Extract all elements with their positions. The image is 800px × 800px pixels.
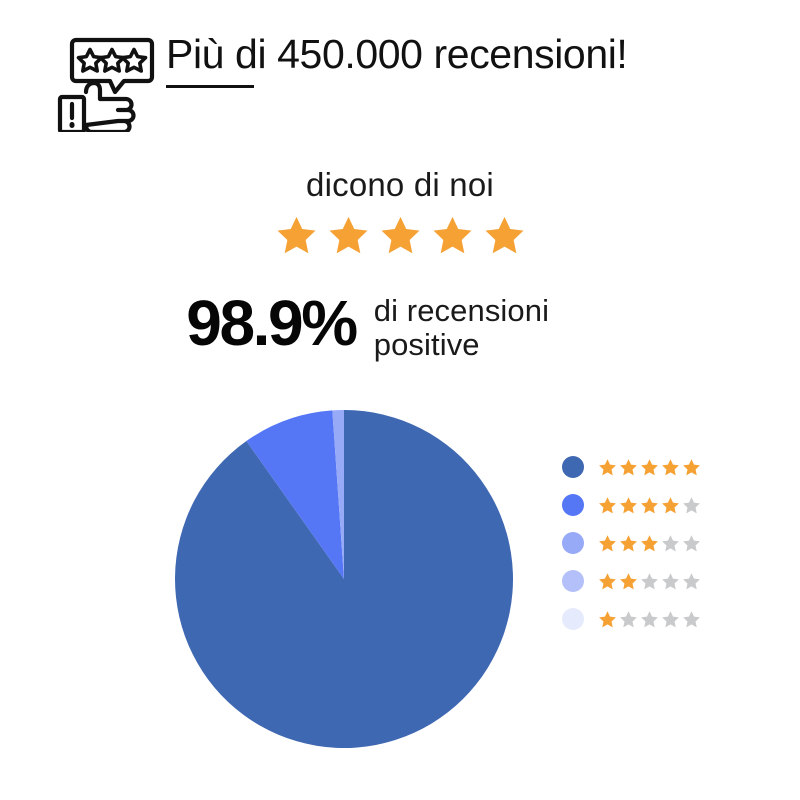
- star-filled-icon: [599, 534, 616, 551]
- stat-label: di recensioni positive: [373, 293, 550, 362]
- star-empty-icon: [641, 610, 658, 627]
- legend-rating-stars: [598, 496, 701, 515]
- legend-row[interactable]: [562, 562, 742, 600]
- star-filled-icon: [662, 458, 679, 475]
- legend-row[interactable]: [562, 524, 742, 562]
- pie-chart-legend: [562, 448, 742, 638]
- star-filled-icon: [620, 572, 637, 589]
- header: Più di 450.000 recensioni!: [0, 0, 800, 150]
- legend-color-dot: [562, 494, 584, 516]
- legend-row[interactable]: [562, 448, 742, 486]
- star-empty-icon: [662, 610, 679, 627]
- star-filled-icon: [433, 216, 471, 254]
- hero-rating-stars: [0, 214, 800, 257]
- page-title: Più di 450.000 recensioni!: [166, 31, 628, 77]
- star-filled-icon: [620, 458, 637, 475]
- rating-distribution-pie-chart: [175, 410, 513, 748]
- star-empty-icon: [662, 572, 679, 589]
- star-filled-icon: [641, 534, 658, 551]
- star-filled-icon: [599, 458, 616, 475]
- legend-row[interactable]: [562, 600, 742, 638]
- pie-slice: [246, 410, 344, 579]
- star-filled-icon: [641, 496, 658, 513]
- star-empty-icon: [683, 534, 700, 551]
- pie-slice: [332, 410, 344, 579]
- legend-rating-stars: [598, 610, 701, 629]
- legend-rating-stars: [598, 534, 701, 553]
- star-filled-icon: [599, 610, 616, 627]
- star-empty-icon: [683, 572, 700, 589]
- star-filled-icon: [329, 216, 367, 254]
- legend-color-dot: [562, 532, 584, 554]
- star-empty-icon: [662, 534, 679, 551]
- star-empty-icon: [620, 610, 637, 627]
- star-filled-icon: [662, 496, 679, 513]
- legend-color-dot: [562, 456, 584, 478]
- star-filled-icon: [599, 572, 616, 589]
- star-filled-icon: [381, 216, 419, 254]
- title-underline: [166, 85, 254, 88]
- legend-rating-stars: [598, 572, 701, 591]
- positive-reviews-stat: 98.9% di recensioni positive: [0, 288, 800, 362]
- star-filled-icon: [277, 216, 315, 254]
- star-filled-icon: [620, 534, 637, 551]
- page-title-block: Più di 450.000 recensioni!: [166, 26, 766, 96]
- thumbs-up-review-icon: [52, 28, 156, 135]
- legend-row[interactable]: [562, 486, 742, 524]
- star-filled-icon: [641, 458, 658, 475]
- pie-slice: [175, 410, 513, 748]
- legend-color-dot: [562, 570, 584, 592]
- star-empty-icon: [683, 610, 700, 627]
- stat-value: 98.9%: [186, 287, 358, 359]
- legend-color-dot: [562, 608, 584, 630]
- legend-rating-stars: [598, 458, 701, 477]
- star-filled-icon: [599, 496, 616, 513]
- star-filled-icon: [683, 458, 700, 475]
- star-filled-icon: [620, 496, 637, 513]
- star-empty-icon: [683, 496, 700, 513]
- star-empty-icon: [641, 572, 658, 589]
- subtitle: dicono di noi: [306, 166, 494, 203]
- star-filled-icon: [485, 216, 523, 254]
